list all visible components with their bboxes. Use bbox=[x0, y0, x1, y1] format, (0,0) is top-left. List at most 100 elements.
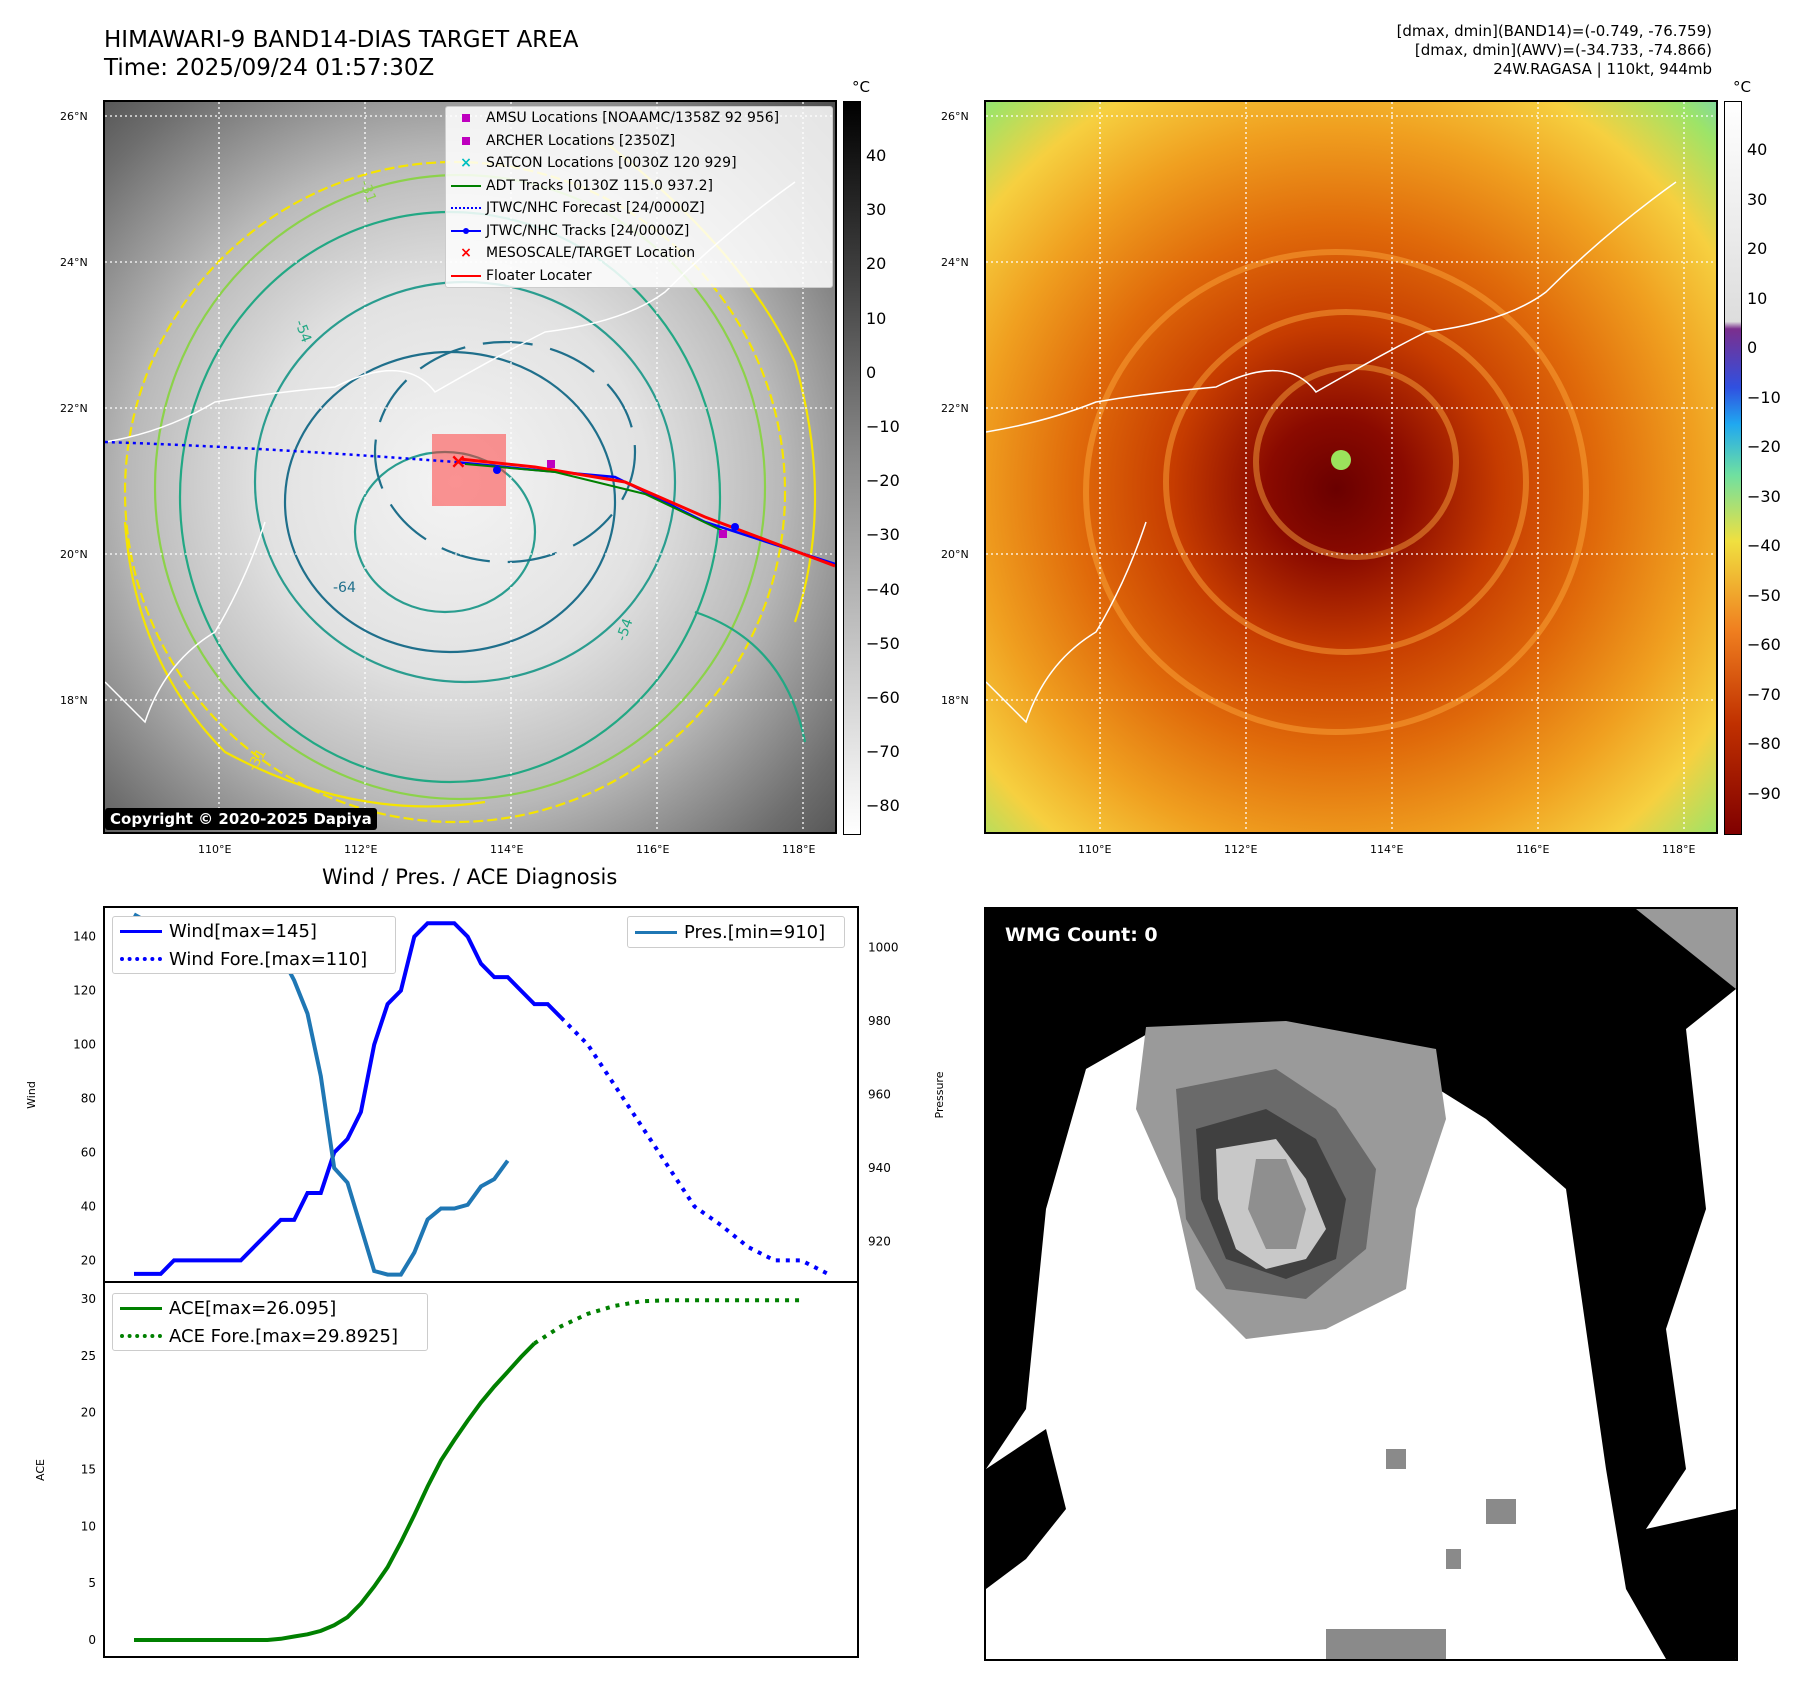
stats-band14: [dmax, dmin](BAND14)=(-0.749, -76.759) bbox=[1396, 22, 1712, 40]
contour-label: -54 bbox=[614, 616, 637, 643]
ir-map-right bbox=[984, 100, 1718, 834]
colorbar-tick-label: 0 bbox=[866, 362, 877, 382]
legend-wind-forecast-icon bbox=[113, 957, 169, 961]
colorbar-tick-label: 0 bbox=[1747, 338, 1758, 357]
wmg-canvas bbox=[986, 909, 1736, 1659]
lat-label: 26°N bbox=[60, 110, 88, 123]
colorbar-tick-label: −70 bbox=[866, 742, 900, 762]
lat-label: 18°N bbox=[941, 694, 969, 707]
legend-item-pressure: Pres.[min=910] bbox=[628, 917, 844, 947]
colorbar-color bbox=[1724, 101, 1742, 835]
legend-ace-forecast-icon bbox=[113, 1334, 169, 1338]
diagnosis-title: Wind / Pres. / ACE Diagnosis bbox=[322, 865, 618, 889]
map-legend: AMSU Locations [NOAAMC/1358Z 92 956] ARC… bbox=[445, 106, 833, 288]
wmg-panel: WMG Count: 0 bbox=[984, 907, 1738, 1661]
legend-item-adt: ADT Tracks [0130Z 115.0 937.2] bbox=[446, 175, 832, 198]
wind-tick-label: 20 bbox=[81, 1253, 96, 1267]
ace-series-group bbox=[134, 1298, 802, 1642]
colorbar-tick-label: −40 bbox=[866, 579, 900, 599]
wind-tick-label: 120 bbox=[73, 984, 96, 998]
adt-track-line bbox=[464, 463, 726, 533]
contour-label: -64 bbox=[333, 580, 356, 596]
legend-archer-icon bbox=[446, 136, 486, 145]
wind-tick-label: 60 bbox=[81, 1146, 96, 1160]
lat-label: 26°N bbox=[941, 110, 969, 123]
archer-marker bbox=[719, 530, 727, 538]
legend-pressure-icon bbox=[628, 930, 684, 934]
lon-label: 118°E bbox=[782, 843, 816, 856]
colorbar-tick-label: 30 bbox=[866, 200, 887, 220]
colorbar-unit: °C bbox=[1733, 78, 1751, 96]
wind-legend: Wind[max=145] Wind Fore.[max=110] bbox=[112, 916, 396, 974]
lat-label: 22°N bbox=[60, 402, 88, 415]
legend-item-satcon: × SATCON Locations [0030Z 120 929] bbox=[446, 152, 832, 175]
colorbar-tick-label: −50 bbox=[866, 633, 900, 653]
jtwc-track-dot bbox=[493, 466, 501, 474]
pressure-legend: Pres.[min=910] bbox=[627, 916, 845, 948]
colorbar-gray bbox=[843, 101, 861, 835]
ace-legend: ACE[max=26.095] ACE Fore.[max=29.8925] bbox=[112, 1293, 428, 1351]
colorbar-tick-label: −50 bbox=[1747, 585, 1781, 605]
pressure-tick-label: 940 bbox=[868, 1161, 891, 1175]
ace-tick-label: 20 bbox=[81, 1406, 96, 1420]
colorbar-tick-label: −70 bbox=[1747, 684, 1781, 704]
wind-series-group bbox=[134, 921, 829, 1276]
legend-adt-icon bbox=[446, 184, 486, 187]
stats-header: [dmax, dmin](BAND14)=(-0.749, -76.759) [… bbox=[1112, 22, 1712, 79]
colorbar-tick-label: 40 bbox=[1747, 140, 1768, 159]
wind-line bbox=[134, 921, 563, 1276]
eye-marker bbox=[1331, 450, 1351, 470]
lat-label: 18°N bbox=[60, 694, 88, 707]
legend-wind-icon bbox=[113, 929, 169, 933]
colorbar-tick-label: −40 bbox=[1747, 536, 1781, 555]
colorbar-tick-label: 20 bbox=[866, 254, 887, 274]
colorbar-tick-label: −30 bbox=[866, 525, 900, 545]
colorbar-tick-label: 20 bbox=[1747, 239, 1768, 258]
legend-satcon-icon: × bbox=[460, 155, 472, 172]
legend-item-wind-forecast: Wind Fore.[max=110] bbox=[113, 945, 395, 973]
legend-item-forecast: JTWC/NHC Forecast [24/0000Z] bbox=[446, 197, 832, 220]
lon-label: 110°E bbox=[1078, 843, 1112, 856]
colorbar-tick-label: −10 bbox=[866, 417, 900, 436]
legend-item-archer: ARCHER Locations [2350Z] bbox=[446, 130, 832, 153]
legend-item-ace-forecast: ACE Fore.[max=29.8925] bbox=[113, 1322, 427, 1350]
pressure-tick-label: 980 bbox=[868, 1014, 891, 1028]
target-x-marker: × bbox=[450, 449, 467, 473]
legend-item-floater: Floater Locater bbox=[446, 265, 832, 288]
floater-locater-line bbox=[459, 457, 835, 568]
lon-label: 112°E bbox=[344, 843, 378, 856]
tick-labels-group: 20 40 60 80 100 120 140 920 940 960 980 1000 0 5 10 15 2… bbox=[73, 930, 898, 1647]
lat-label: 22°N bbox=[941, 402, 969, 415]
colorbar-tick-label: −80 bbox=[1747, 734, 1781, 753]
lon-label: 114°E bbox=[1370, 843, 1404, 856]
pressure-tick-label: 1000 bbox=[868, 940, 899, 954]
pressure-tick-label: 960 bbox=[868, 1088, 891, 1102]
enhanced-map-canvas bbox=[986, 102, 1716, 832]
lon-label: 118°E bbox=[1662, 843, 1696, 856]
wind-forecast-line bbox=[559, 1016, 829, 1276]
ace-tick-label: 10 bbox=[81, 1519, 96, 1533]
diagnosis-charts: 20 40 60 80 100 120 140 920 940 960 980 1000 0 5 10 15 2… bbox=[25, 906, 946, 1658]
legend-floater-icon bbox=[446, 274, 486, 277]
wind-tick-label: 40 bbox=[81, 1199, 96, 1213]
colorbar-unit: °C bbox=[852, 78, 870, 96]
colorbar-tick-label: 40 bbox=[866, 146, 887, 165]
colorbar-tick-label: 30 bbox=[1747, 189, 1768, 209]
colorbar-tick-label: −60 bbox=[866, 688, 900, 707]
contour-label: -31 bbox=[356, 178, 379, 205]
ace-line bbox=[134, 1341, 536, 1642]
ace-tick-label: 30 bbox=[81, 1292, 96, 1306]
wind-tick-label: 80 bbox=[81, 1092, 96, 1106]
legend-forecast-icon bbox=[446, 207, 486, 210]
ace-tick-label: 0 bbox=[88, 1633, 96, 1647]
colorbar-tick-label: −80 bbox=[866, 796, 900, 816]
legend-item-jtwc: JTWC/NHC Tracks [24/0000Z] bbox=[446, 220, 832, 243]
storm-summary: 24W.RAGASA | 110kt, 944mb bbox=[1493, 60, 1712, 78]
lat-label: 24°N bbox=[60, 256, 88, 269]
colorbar-tick-label: −20 bbox=[866, 471, 900, 491]
stats-awv: [dmax, dmin](AWV)=(-34.733, -74.866) bbox=[1414, 41, 1712, 59]
ace-forecast-line bbox=[533, 1298, 802, 1346]
lat-label: 20°N bbox=[941, 548, 969, 561]
lon-label: 112°E bbox=[1224, 843, 1258, 856]
colorbar-tick-label: 10 bbox=[866, 308, 887, 328]
